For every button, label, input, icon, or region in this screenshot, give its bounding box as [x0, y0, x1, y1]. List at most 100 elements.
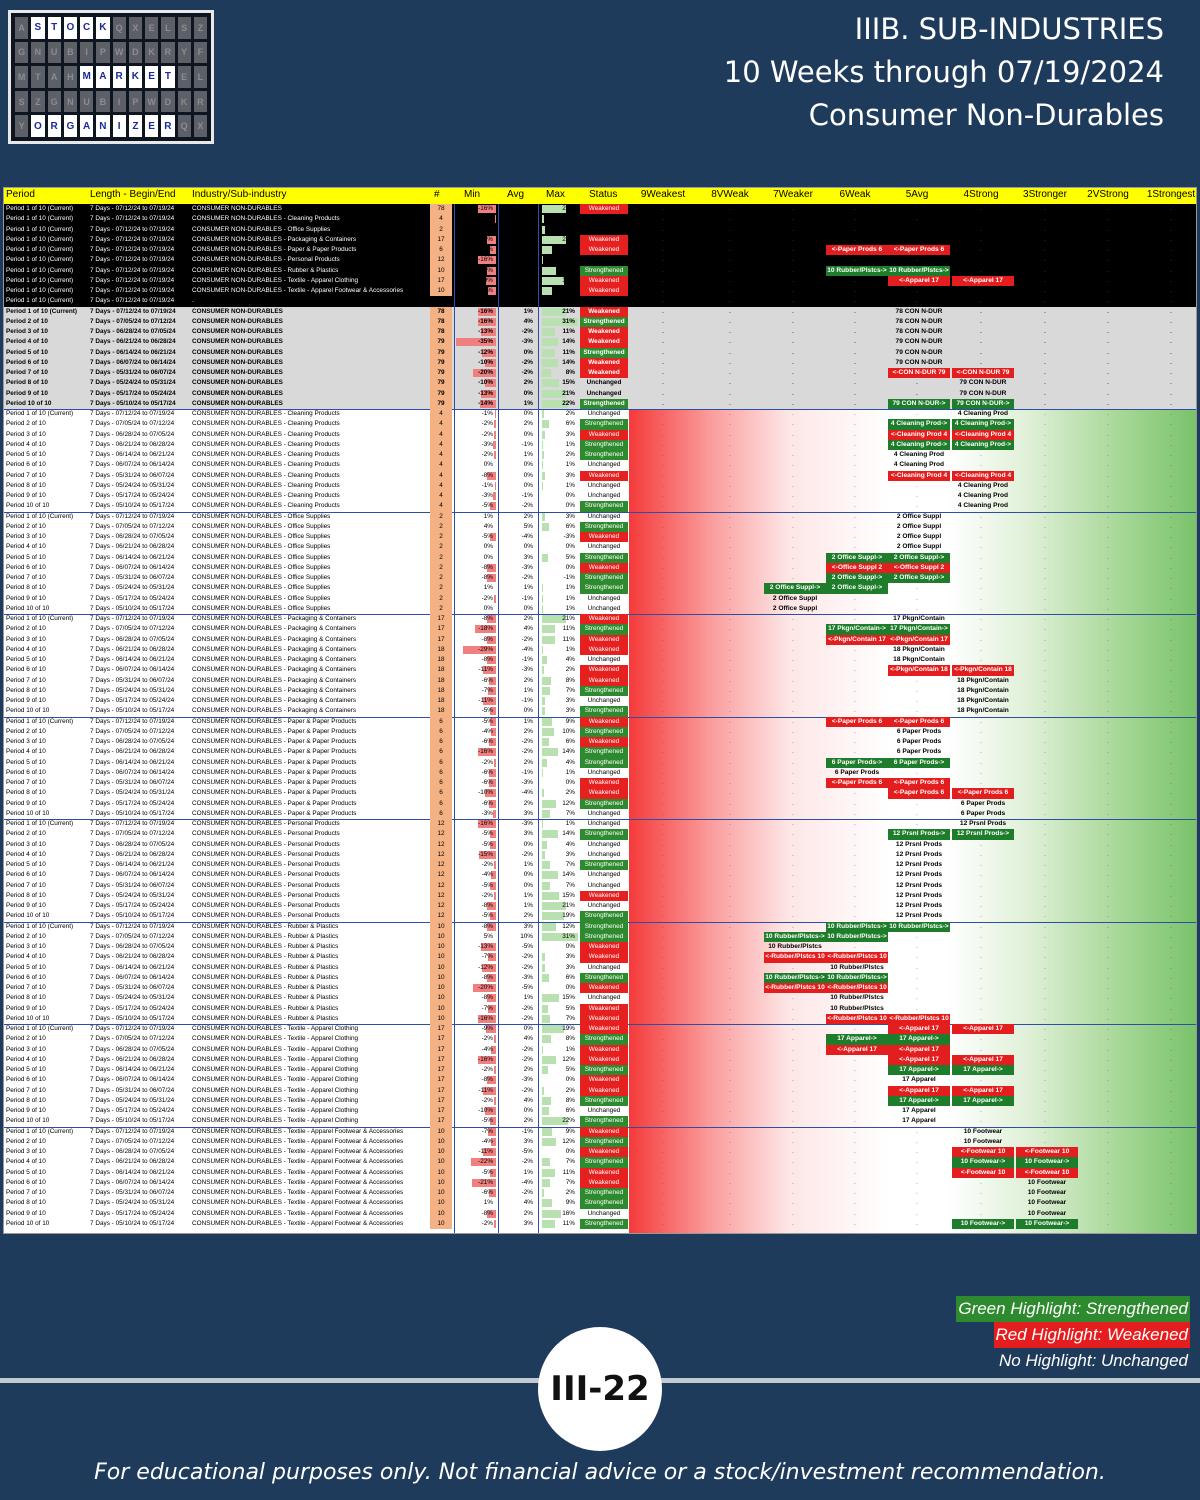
- table-row: Period 5 of 107 Days - 06/14/24 to 06/21…: [4, 758, 1196, 768]
- empty-bucket: .: [1166, 430, 1176, 440]
- empty-bucket: .: [850, 1065, 860, 1075]
- min-cell: -5%: [454, 840, 496, 850]
- min-cell: -15%: [454, 850, 496, 860]
- count-cell: 17: [430, 1096, 452, 1106]
- length-cell: 7 Days - 07/12/24 to 07/19/24: [90, 204, 190, 214]
- empty-bucket: .: [725, 481, 735, 491]
- period-cell: Period 10 of 10: [6, 1116, 88, 1126]
- empty-bucket: .: [1040, 737, 1050, 747]
- empty-bucket: .: [1103, 399, 1113, 409]
- max-cell: 1%: [540, 481, 578, 491]
- column-header: Period: [6, 189, 35, 200]
- status-cell: Weakened: [580, 1055, 628, 1065]
- empty-bucket: .: [1103, 553, 1113, 563]
- status-cell: Strengthened: [580, 1096, 628, 1106]
- count-cell: 12: [430, 901, 452, 911]
- empty-bucket: .: [1040, 717, 1050, 727]
- empty-bucket: .: [788, 963, 798, 973]
- empty-bucket: .: [1166, 1106, 1176, 1116]
- empty-bucket: .: [1103, 737, 1113, 747]
- max-cell: 7%: [540, 860, 578, 870]
- avg-cell: 3%: [500, 1219, 536, 1229]
- avg-cell: 0%: [500, 1024, 536, 1034]
- empty-bucket: .: [850, 450, 860, 460]
- empty-bucket: .: [788, 276, 798, 286]
- empty-bucket: .: [658, 809, 668, 819]
- avg-cell: -5%: [500, 942, 536, 952]
- logo-tile: X: [129, 17, 142, 39]
- length-cell: 7 Days - 05/10/24 to 05/17/24: [90, 604, 190, 614]
- empty-bucket: .: [1103, 1198, 1113, 1208]
- empty-bucket: .: [1103, 1065, 1113, 1075]
- min-cell: -11%: [454, 696, 496, 706]
- industry-cell: CONSUMER NON-DURABLES - Office Supplies: [192, 522, 428, 532]
- max-cell: 19%: [540, 276, 578, 286]
- empty-bucket: .: [912, 1137, 922, 1147]
- avg-cell: -5%: [500, 983, 536, 993]
- count-cell: 10: [430, 1198, 452, 1208]
- min-cell: -13%: [454, 389, 496, 399]
- empty-bucket: .: [1103, 747, 1113, 757]
- status-cell: Weakened: [580, 563, 628, 573]
- min-cell: -5%: [454, 881, 496, 891]
- status-cell: Weakened: [580, 471, 628, 481]
- empty-bucket: .: [1040, 1055, 1050, 1065]
- industry-cell: CONSUMER NON-DURABLES - Paper & Paper Pr…: [192, 768, 428, 778]
- page-title: IIIB. SUB-INDUSTRIES 10 Weeks through 07…: [724, 8, 1164, 137]
- avg-cell: 2%: [500, 378, 536, 388]
- min-cell: -6%: [454, 737, 496, 747]
- logo-tile: E: [145, 17, 158, 39]
- empty-bucket: .: [725, 860, 735, 870]
- empty-bucket: .: [1166, 665, 1176, 675]
- avg-cell: 1%: [500, 307, 536, 317]
- min-cell: -3%: [454, 809, 496, 819]
- empty-bucket: .: [850, 614, 860, 624]
- bucket-label: 17 Apparel: [888, 1106, 950, 1116]
- min-cell: -2%: [454, 419, 496, 429]
- empty-bucket: .: [725, 266, 735, 276]
- industry-cell: CONSUMER NON-DURABLES - Office Supplies: [192, 553, 428, 563]
- status-cell: Unchanged: [580, 542, 628, 552]
- empty-bucket: .: [658, 235, 668, 245]
- empty-bucket: .: [725, 594, 735, 604]
- empty-bucket: .: [788, 358, 798, 368]
- industry-cell: CONSUMER NON-DURABLES - Personal Product…: [192, 840, 428, 850]
- count-cell: 79: [430, 399, 452, 409]
- avg-cell: -1%: [500, 655, 536, 665]
- empty-bucket: .: [725, 245, 735, 255]
- empty-bucket: .: [850, 819, 860, 829]
- avg-cell: 0%: [500, 881, 536, 891]
- logo-letter: T: [48, 17, 61, 39]
- empty-bucket: .: [725, 532, 735, 542]
- length-cell: 7 Days - 05/17/24 to 05/24/24: [90, 1209, 190, 1219]
- period-cell: Period 1 of 10 (Current): [6, 296, 88, 306]
- empty-bucket: .: [1166, 635, 1176, 645]
- period-cell: Period 3 of 10: [6, 1147, 88, 1157]
- empty-bucket: .: [658, 870, 668, 880]
- logo-tile: L: [194, 66, 207, 88]
- logo-tile: U: [80, 91, 93, 113]
- period-cell: Period 9 of 10: [6, 594, 88, 604]
- empty-bucket: .: [725, 942, 735, 952]
- bucket-label: <-Cleaning Prod 4: [952, 471, 1014, 481]
- empty-bucket: .: [725, 430, 735, 440]
- empty-bucket: .: [788, 337, 798, 347]
- max-cell: 12%: [540, 922, 578, 932]
- empty-bucket: .: [788, 440, 798, 450]
- logo-letter: O: [31, 115, 44, 137]
- status-cell: Strengthened: [580, 1198, 628, 1208]
- avg-cell: 2%: [500, 727, 536, 737]
- empty-bucket: .: [1040, 1024, 1050, 1034]
- empty-bucket: .: [658, 255, 668, 265]
- empty-bucket: .: [1166, 286, 1176, 296]
- empty-bucket: .: [788, 1065, 798, 1075]
- empty-bucket: .: [788, 850, 798, 860]
- min-cell: -10%: [454, 378, 496, 388]
- empty-bucket: .: [850, 276, 860, 286]
- logo-tile: R: [161, 42, 174, 64]
- logo-tile: M: [15, 66, 28, 88]
- status-cell: Unchanged: [580, 225, 628, 235]
- avg-cell: -4%: [500, 645, 536, 655]
- avg-cell: 10%: [500, 932, 536, 942]
- empty-bucket: .: [976, 911, 986, 921]
